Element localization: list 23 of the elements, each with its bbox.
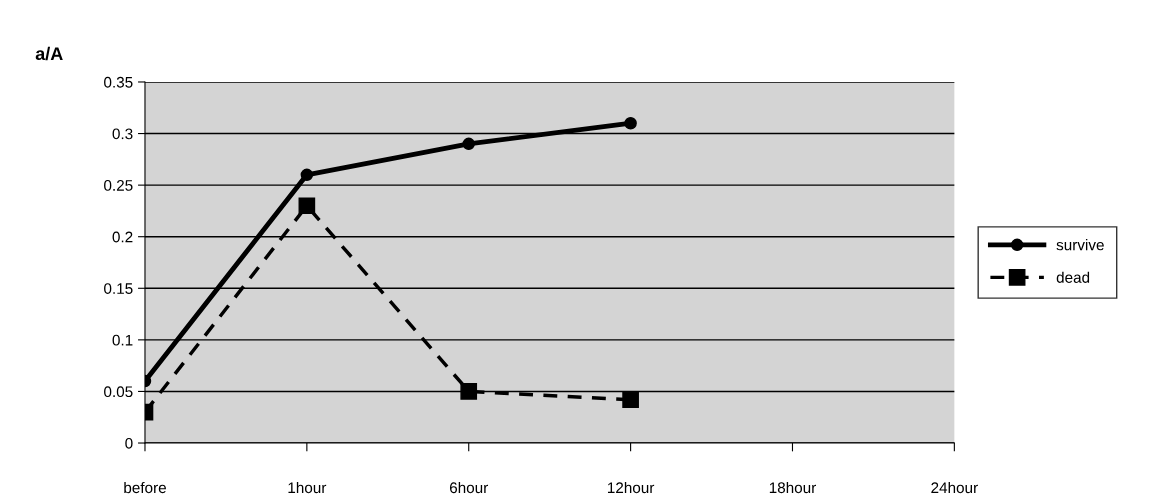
x-tick-label: 1hour: [288, 481, 327, 494]
point: [300, 168, 314, 182]
point: [624, 116, 637, 130]
point: [462, 137, 475, 151]
x-tick-label: 24hour: [931, 481, 978, 494]
y-tick-label: 0.3: [112, 128, 133, 140]
legend-label: dead: [1056, 271, 1090, 283]
y-axis-title: a/A: [35, 46, 63, 61]
x-tick-label: 12hour: [607, 481, 655, 494]
x-tick-label: before: [124, 481, 166, 494]
point: [460, 383, 478, 400]
x-tick-label: 6hour: [449, 481, 489, 494]
y-tick-label: 0: [125, 437, 133, 449]
y-tick-label: 0.25: [104, 180, 133, 191]
x-tick-label: 18hour: [769, 481, 817, 494]
y-tick-label: 0.2: [112, 231, 133, 243]
y-tick-label: 0.15: [104, 283, 133, 294]
y-tick-label: 0.35: [104, 76, 133, 88]
point: [622, 391, 639, 409]
legend-label: survive: [1056, 239, 1104, 251]
point: [298, 197, 316, 215]
y-tick-label: 0.1: [112, 334, 133, 346]
y-tick-label: 0.05: [104, 386, 133, 398]
